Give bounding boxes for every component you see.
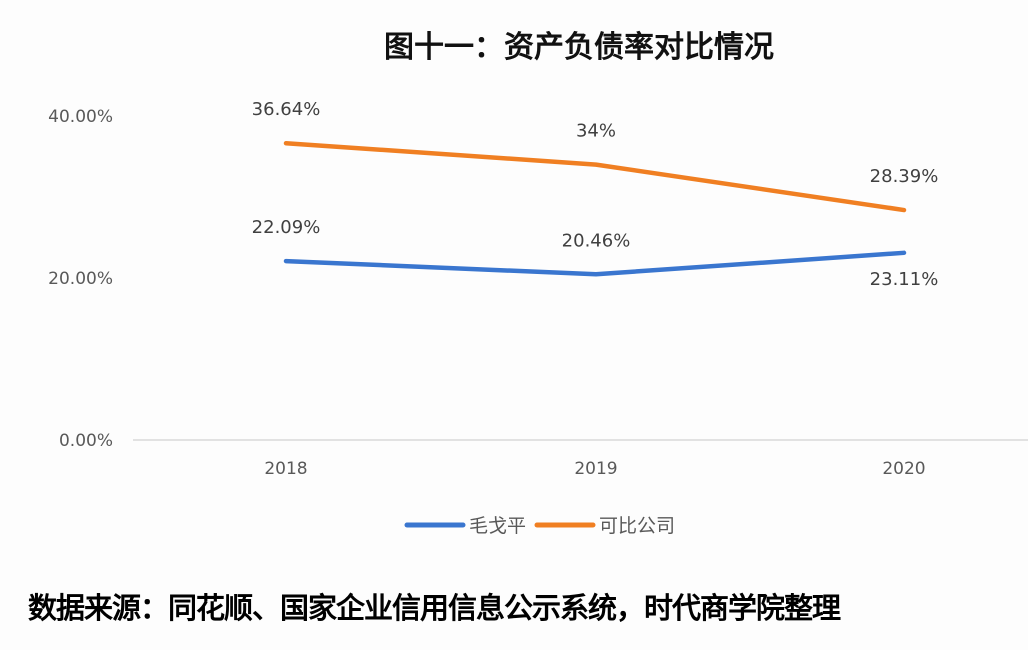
x-tick-label: 2019 [574,459,617,479]
data-label: 22.09% [252,217,321,238]
data-label: 36.64% [252,99,321,120]
data-source-note: 数据来源：同花顺、国家企业信用信息公示系统，时代商学院整理 [28,591,841,625]
series-line-2 [283,140,907,213]
data-label: 28.39% [870,166,939,187]
y-tick-label: 40.00% [48,107,113,127]
data-label: 23.11% [870,269,939,290]
x-tick-label: 2020 [882,459,925,479]
data-label: 20.46% [562,230,631,251]
y-tick-label: 20.00% [48,269,113,289]
legend-label: 毛戈平 [469,515,526,537]
x-tick-label: 2018 [264,459,307,479]
series-line-1 [283,250,907,277]
y-tick-label: 0.00% [59,431,113,451]
chart-title: 图十一：资产负债率对比情况 [384,30,774,65]
legend-label: 可比公司 [599,515,675,537]
data-label: 34% [576,121,616,142]
